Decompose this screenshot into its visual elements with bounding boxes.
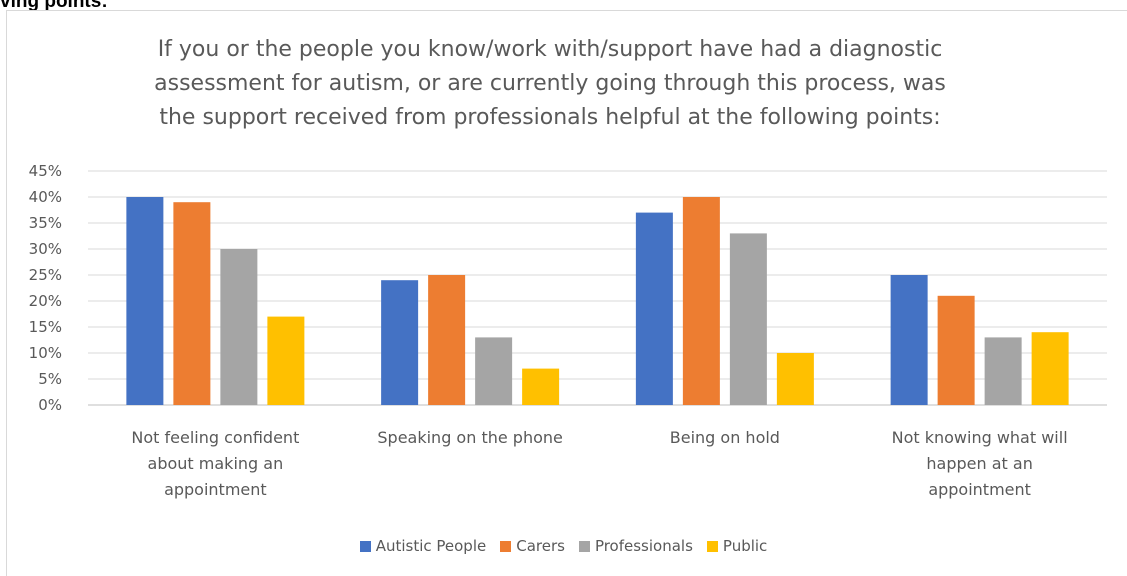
y-tick-label: 10% [29,344,62,362]
x-category-label: Not feeling confident about making an appo… [131,428,299,499]
bar-chart: 0% 5% 10% 15% 20% 25% 30% 35% 40% 45% Not feeling … [29,162,1107,499]
legend-label: Public [722,537,768,555]
x-category-label: Being on hold [670,428,780,447]
legend-label: Professionals [594,537,693,555]
y-tick-label: 15% [29,318,62,336]
bar [1031,332,1069,405]
bar [381,280,419,405]
legend-swatch [706,540,718,552]
chart-title-line: the support received from professionals … [159,105,941,130]
y-tick-label: 20% [29,292,62,310]
y-tick-label: 40% [29,188,62,206]
x-category-label: Not knowing what will happen at an appoint… [892,428,1068,499]
x-category-label-line: happen at an [926,454,1032,473]
x-category-label-line: Speaking on the phone [377,428,562,447]
bar [522,368,560,405]
legend-swatch [500,540,512,552]
legend-item: Public [706,537,768,555]
x-category-label: Speaking on the phone [377,428,562,447]
legend-label: Autistic People [375,537,487,555]
legend-swatch [359,540,371,552]
y-tick-label: 25% [29,266,62,284]
x-category-label-line: appointment [928,480,1031,499]
legend-item: Carers [500,537,565,555]
legend: Autistic People Carers Professionals Pub… [0,537,1127,555]
page-heading: ving points: [0,0,108,12]
x-category-label-line: about making an [148,454,284,473]
bar [776,353,814,405]
bar [729,233,767,405]
bar [475,337,513,405]
bar [267,316,305,405]
x-category-label-line: Not feeling confident [131,428,299,447]
chart-title: If you or the people you know/work with/… [110,33,990,135]
legend-label: Carers [516,537,565,555]
y-tick-label: 45% [29,162,62,180]
bar [937,295,975,405]
bar [682,197,720,405]
bar [428,275,466,405]
y-tick-label: 5% [38,370,62,388]
bar [890,275,928,405]
x-category-label-line: appointment [164,480,267,499]
x-category-label-line: Not knowing what will [892,428,1068,447]
bar [173,202,211,405]
bar [984,337,1022,405]
chart-title-line: assessment for autism, or are currently … [154,71,946,96]
x-category-label-line: Being on hold [670,428,780,447]
chart-title-line: If you or the people you know/work with/… [157,37,943,62]
legend-item: Professionals [578,537,693,555]
bar [635,212,673,405]
bar [220,249,258,405]
bar [126,197,164,405]
legend-swatch [578,540,590,552]
legend-item: Autistic People [359,537,487,555]
y-tick-label: 35% [29,214,62,232]
y-tick-label: 30% [29,240,62,258]
chart-frame [6,10,1127,576]
y-tick-label: 0% [38,396,62,414]
